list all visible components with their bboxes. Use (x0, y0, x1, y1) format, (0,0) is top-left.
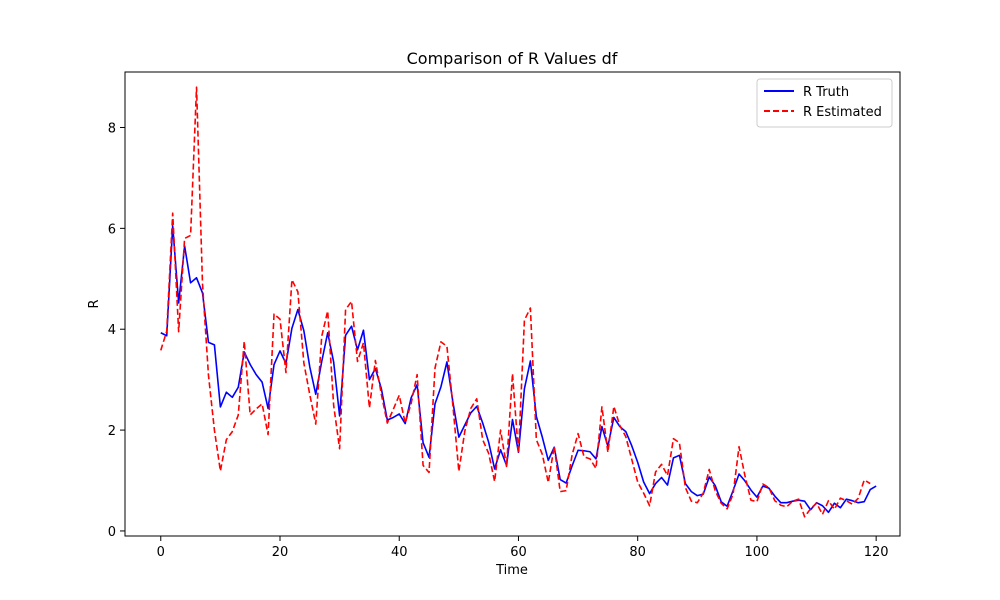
x-tick-label: 60 (510, 545, 527, 560)
y-axis: 0 2 4 6 8 (108, 121, 125, 540)
x-axis-label: Time (495, 563, 528, 578)
x-tick-label: 20 (272, 545, 289, 560)
plot-area: 0 20 40 60 80 100 120 0 2 4 6 8 (108, 71, 901, 560)
y-axis-label: R (87, 299, 102, 308)
chart-title: Comparison of R Values df (407, 49, 618, 68)
x-tick-label: 100 (745, 545, 770, 560)
legend: R Truth R Estimated (756, 78, 893, 128)
y-tick-label: 4 (108, 323, 116, 338)
x-tick-label: 40 (391, 545, 408, 560)
series-line-r-estimated (160, 86, 871, 518)
x-tick-label: 0 (157, 545, 165, 560)
legend-label-r-truth: R Truth (803, 85, 849, 100)
y-tick-label: 6 (108, 222, 116, 237)
x-axis: 0 20 40 60 80 100 120 (157, 536, 889, 560)
x-tick-label: 80 (629, 545, 646, 560)
axes-frame (124, 71, 901, 537)
legend-label-r-estimated: R Estimated (803, 105, 882, 120)
y-tick-label: 0 (108, 525, 116, 540)
x-tick-label: 120 (864, 545, 889, 560)
y-tick-label: 2 (108, 424, 116, 439)
y-tick-label: 8 (108, 121, 116, 136)
series-layer (160, 86, 877, 518)
